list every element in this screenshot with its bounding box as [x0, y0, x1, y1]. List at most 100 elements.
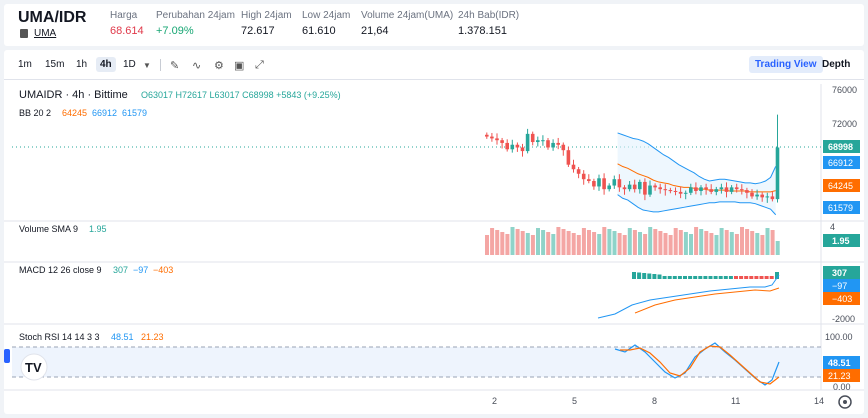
macd-line [597, 274, 780, 319]
candle [694, 187, 698, 191]
candle [525, 133, 530, 152]
volume-bar [515, 229, 520, 255]
macd-hist-value: 307 [113, 265, 128, 275]
candle [571, 164, 576, 170]
candle [658, 187, 662, 190]
volume-bar [740, 227, 744, 255]
candle [704, 187, 708, 190]
volume-value: 1.95 [89, 224, 107, 234]
stat-label: High 24jam [241, 10, 292, 21]
candle [490, 136, 494, 139]
candle [745, 190, 749, 193]
stat-value: 68.614 [110, 25, 144, 37]
volume-bar [734, 234, 739, 255]
timeframe-1m[interactable]: 1m [18, 59, 32, 70]
volume-bar [760, 235, 765, 255]
timeframe-1D[interactable]: 1D [123, 59, 136, 70]
candle [734, 187, 739, 190]
coin-icon [20, 29, 28, 38]
volume-bar [704, 231, 709, 255]
macd-hist-bar [642, 273, 647, 279]
trading-view-button[interactable]: Trading View [749, 56, 823, 73]
toolbar-divider [160, 59, 161, 71]
fullscreen-icon[interactable]: ⤢ [255, 59, 264, 71]
candle [622, 187, 627, 190]
volume-bar [622, 235, 627, 255]
macd-hist-bar [744, 276, 749, 279]
volume-bar [592, 232, 597, 255]
badge-bb-lower: 61579 [823, 201, 860, 214]
badge-macd-signal: −403 [823, 292, 860, 305]
macd-hist-bar [728, 276, 733, 279]
macd-hist-bar [662, 276, 667, 279]
stoch-d-value: 21.23 [141, 332, 164, 342]
settings-icon[interactable]: ⚙ [214, 60, 224, 72]
macd-hist-bar [754, 276, 759, 279]
candle [668, 190, 673, 192]
symbol-legend: UMAIDR · 4h · Bittime [19, 89, 128, 101]
stoch-k-value: 48.51 [111, 332, 134, 342]
volume-bar [750, 231, 755, 255]
interval-dropdown-icon[interactable]: ▼ [143, 61, 151, 70]
volume-bar [724, 230, 729, 255]
macd-hist-bar [703, 276, 708, 279]
macd-hist-bar [713, 276, 718, 279]
coin-link[interactable]: UMA [34, 28, 57, 39]
volume-bar [689, 234, 693, 255]
bb-lower-line [617, 194, 777, 216]
badge-volume: 1.95 [823, 234, 860, 247]
volume-bar [530, 235, 535, 255]
volume-bar [729, 232, 734, 255]
candle [724, 187, 729, 192]
candle [536, 140, 540, 143]
depth-button[interactable]: Depth [822, 59, 851, 70]
volume-bar [566, 231, 571, 255]
volume-bar [541, 230, 546, 255]
volume-bar [755, 233, 760, 255]
stoch-tick: 0.00 [833, 382, 851, 392]
candle [592, 181, 596, 187]
macd-hist-bar [632, 272, 636, 279]
candle [689, 187, 693, 193]
bb-label: BB 20 2 [19, 108, 51, 118]
candle [638, 181, 642, 190]
volume-bar [694, 227, 699, 255]
candle [520, 147, 525, 152]
timeframe-15m[interactable]: 15m [45, 59, 65, 70]
badge-macd-line: −97 [823, 279, 860, 292]
volume-bar [643, 234, 648, 255]
candle [740, 189, 744, 191]
candle [719, 187, 724, 190]
volume-bar [525, 233, 530, 255]
candle [770, 196, 775, 200]
timeframe-1h[interactable]: 1h [76, 59, 88, 70]
candle [505, 142, 509, 150]
draw-icon[interactable]: ✎ [170, 60, 180, 72]
collapse-handle-icon [4, 349, 10, 363]
svg-text:48.51: 48.51 [828, 358, 851, 368]
candle [653, 185, 657, 188]
macd-hist-bar [764, 276, 769, 279]
macd-signal-value: −403 [153, 265, 173, 275]
candle [515, 144, 520, 148]
svg-text:61579: 61579 [828, 203, 853, 213]
indicators-icon[interactable]: ∿ [192, 60, 202, 72]
candle [755, 194, 759, 197]
save-icon[interactable]: ▣ [234, 60, 245, 72]
macd-hist-bar [739, 276, 744, 279]
badge-bb-mid: 64245 [823, 179, 860, 192]
macd-hist-bar [769, 276, 774, 279]
macd-signal-line [634, 287, 780, 314]
candle [602, 178, 606, 190]
macd-hist-bar [749, 276, 754, 279]
candle [678, 191, 683, 194]
stoch-d-line [620, 345, 780, 385]
macd-hist-bar [693, 276, 698, 279]
bb-fill [617, 132, 776, 215]
timeframe-4h[interactable]: 4h [96, 57, 116, 72]
volume-bar [658, 231, 663, 255]
tradingview-logo-icon: TV [20, 353, 48, 381]
macd-hist-bar [698, 276, 703, 279]
bb-upper-line [617, 132, 777, 185]
